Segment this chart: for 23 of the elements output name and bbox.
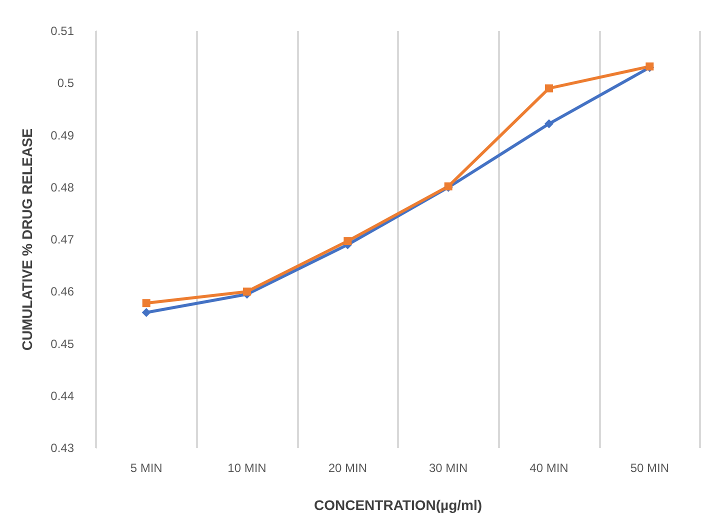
y-tick-label: 0.51: [50, 24, 74, 38]
x-tick-label: 40 MIN: [530, 461, 568, 475]
y-axis-title: CUMULATIVE % DRUG RELEASE: [19, 128, 35, 351]
point: [243, 288, 251, 296]
point: [142, 299, 150, 308]
x-axis-title: CONCENTRATION(µg/ml): [314, 497, 482, 513]
point: [344, 237, 352, 246]
y-tick-label: 0.44: [50, 388, 74, 403]
point: [545, 84, 553, 92]
y-tick-label: 0.49: [50, 128, 74, 142]
x-tick-label: 20 MIN: [328, 461, 368, 475]
x-tick-label: 30 MIN: [428, 461, 468, 475]
x-tick-label: 10 MIN: [228, 461, 266, 475]
y-tick-label: 0.46: [50, 284, 74, 299]
y-tick-label: 0.43: [50, 441, 74, 455]
y-tick-label: 0.45: [50, 336, 74, 351]
y-tick-label: 0.48: [50, 180, 74, 194]
x-tick-label: 50 MIN: [630, 461, 670, 475]
y-tick-label: 0.5: [57, 76, 74, 90]
y-tick-label: 0.47: [50, 232, 74, 246]
point: [142, 308, 151, 317]
x-tick-label: 5 MIN: [130, 461, 162, 475]
point: [544, 119, 554, 128]
